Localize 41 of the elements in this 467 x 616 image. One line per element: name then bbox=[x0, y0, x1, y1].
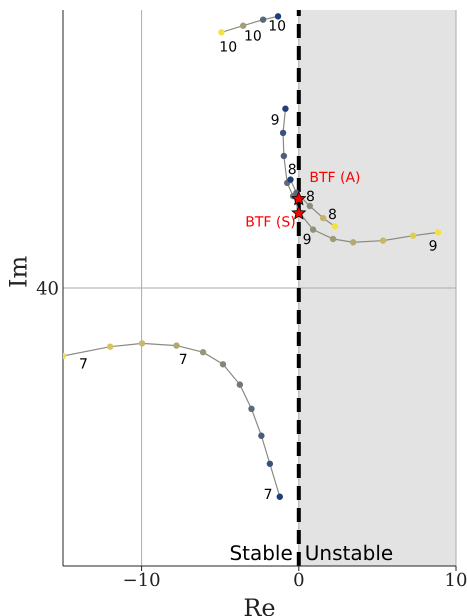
point bbox=[220, 361, 226, 368]
point bbox=[106, 344, 114, 350]
annotation: 8 bbox=[328, 207, 337, 224]
point bbox=[292, 191, 306, 205]
x-tick-label: 0 bbox=[293, 570, 305, 591]
x-axis-title: Re bbox=[243, 594, 276, 616]
annotation: BTF (A) bbox=[309, 170, 361, 186]
point bbox=[380, 237, 386, 244]
point bbox=[280, 152, 288, 160]
point bbox=[200, 348, 206, 356]
annotation: 10 bbox=[244, 28, 262, 45]
annotation: 9 bbox=[428, 238, 438, 255]
point bbox=[330, 236, 336, 242]
band-label: Unstable bbox=[304, 541, 394, 565]
point bbox=[173, 342, 180, 349]
point bbox=[240, 22, 246, 29]
point bbox=[138, 340, 146, 347]
point bbox=[280, 130, 286, 136]
annotation: 10 bbox=[268, 18, 286, 35]
point bbox=[306, 202, 314, 210]
annotation: 8 bbox=[306, 189, 315, 206]
annotation: 8 bbox=[288, 162, 297, 178]
point bbox=[320, 214, 326, 222]
point bbox=[258, 432, 265, 439]
point bbox=[248, 406, 255, 412]
annotation: 7 bbox=[78, 356, 88, 373]
annotation: BTF (S) bbox=[245, 214, 296, 230]
point bbox=[266, 460, 274, 467]
text: 40 bbox=[36, 278, 59, 300]
annotation: 9 bbox=[270, 112, 280, 129]
ref-line-label: Stable bbox=[229, 541, 293, 565]
point bbox=[410, 232, 416, 239]
annotation: 7 bbox=[178, 352, 188, 368]
x-tick-label: −10 bbox=[122, 570, 161, 591]
point bbox=[350, 239, 356, 246]
annotation: 7 bbox=[264, 486, 273, 503]
annotation: 9 bbox=[302, 232, 312, 248]
annotation: 10 bbox=[219, 40, 238, 56]
x-tick-label: 10 bbox=[444, 570, 467, 591]
y-axis-title: Im bbox=[4, 256, 33, 288]
point bbox=[310, 226, 316, 233]
